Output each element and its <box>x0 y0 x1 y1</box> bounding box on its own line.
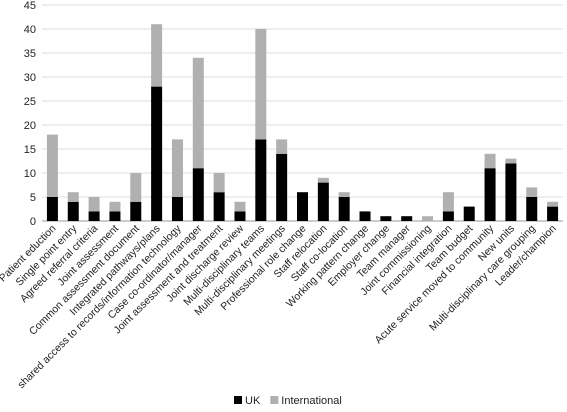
legend-swatch-international <box>270 396 279 404</box>
bars <box>46 24 559 221</box>
legend-label-international: International <box>281 395 342 407</box>
y-tick-label: 10 <box>24 168 36 180</box>
bar-uk <box>255 139 267 221</box>
bar-international <box>192 57 204 169</box>
bar-uk <box>505 163 517 221</box>
bar-international <box>422 216 434 221</box>
y-tick-label: 35 <box>24 48 36 60</box>
y-axis: 0 5 10 15 20 25 30 35 40 45 <box>24 0 36 228</box>
bar-uk <box>359 211 371 221</box>
bar-uk <box>213 192 225 221</box>
bar-uk <box>526 197 538 221</box>
y-tick-label: 45 <box>24 0 36 12</box>
legend: UK International <box>234 395 342 407</box>
bar-uk <box>463 206 475 221</box>
bar-uk <box>88 211 100 221</box>
bar-uk <box>380 216 392 221</box>
y-tick-label: 30 <box>24 72 36 84</box>
bar-uk <box>130 201 142 221</box>
bar-uk <box>276 153 288 221</box>
bar-international <box>213 173 225 193</box>
bar-uk <box>484 168 496 221</box>
bar-uk <box>401 216 413 221</box>
bar-uk <box>442 211 454 221</box>
bar-uk <box>109 211 121 221</box>
bar-international <box>171 139 183 197</box>
bar-international <box>526 187 538 197</box>
bar-uk <box>151 86 163 221</box>
bar-international <box>505 158 517 164</box>
bar-international <box>109 201 121 212</box>
bar-international <box>276 139 288 154</box>
bar-international <box>442 192 454 212</box>
bar-international <box>46 134 58 197</box>
bar-uk <box>297 192 308 221</box>
gridlines <box>42 4 563 222</box>
bar-uk <box>338 197 350 221</box>
bar-international <box>547 201 559 207</box>
bar-uk <box>547 206 559 221</box>
y-tick-label: 25 <box>24 96 36 108</box>
bar-international <box>234 201 246 212</box>
bar-uk <box>171 197 183 221</box>
y-tick-label: 15 <box>24 144 36 156</box>
bar-international <box>151 24 163 87</box>
bar-uk <box>46 197 58 221</box>
bar-international <box>317 177 329 183</box>
bar-uk <box>192 168 204 221</box>
legend-swatch-uk <box>234 396 242 404</box>
bar-international <box>88 197 100 212</box>
y-tick-label: 5 <box>30 192 36 204</box>
y-tick-label: 40 <box>24 24 36 36</box>
bar-uk <box>317 182 329 221</box>
bar-uk <box>234 211 246 221</box>
bar-international <box>255 29 267 140</box>
bar-uk <box>67 201 79 221</box>
legend-label-uk: UK <box>245 395 261 407</box>
bar-international <box>130 173 142 202</box>
bar-international <box>338 192 350 197</box>
bar-international <box>67 192 79 202</box>
y-tick-label: 0 <box>30 216 36 228</box>
bar-international <box>484 153 496 169</box>
y-tick-label: 20 <box>24 120 36 132</box>
